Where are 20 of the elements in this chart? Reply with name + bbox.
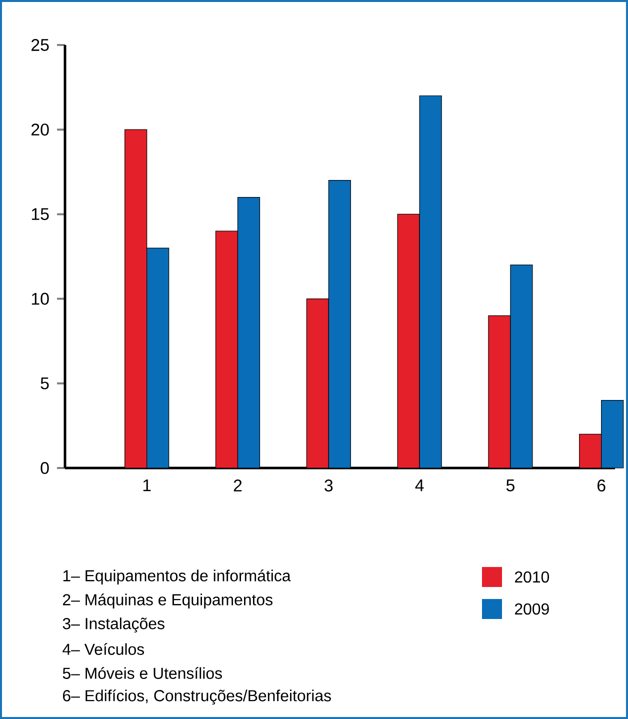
legend-label: 2009: [514, 603, 549, 615]
text: 4– Veículos: [62, 643, 144, 655]
text: 5– Móveis e Utensílios: [62, 667, 222, 679]
x-tick-label: 2: [234, 480, 242, 492]
x-tick-label: 4: [415, 480, 424, 492]
x-tick-label: 3: [324, 480, 333, 492]
y-tick-label: 25: [32, 38, 49, 51]
text: 3– Instalações: [62, 618, 164, 632]
y-tick-label: 0: [40, 462, 49, 474]
y-tick-label: 5: [40, 377, 49, 390]
x-tick-label: 1: [143, 480, 151, 492]
text: 2– Máquinas e Equipamentos: [62, 593, 272, 609]
x-tick-label: 6: [598, 480, 606, 492]
y-tick-label: 20: [32, 124, 49, 136]
y-tick-label: 10: [32, 292, 49, 305]
x-tick-label: 5: [506, 480, 514, 492]
legend-label: 2010: [514, 571, 550, 583]
y-tick-label: 15: [32, 208, 49, 220]
text: 6– Edifícios, Construções/Benfeitorias: [63, 689, 331, 705]
text: 1– Equipamentos de informática: [63, 569, 291, 585]
